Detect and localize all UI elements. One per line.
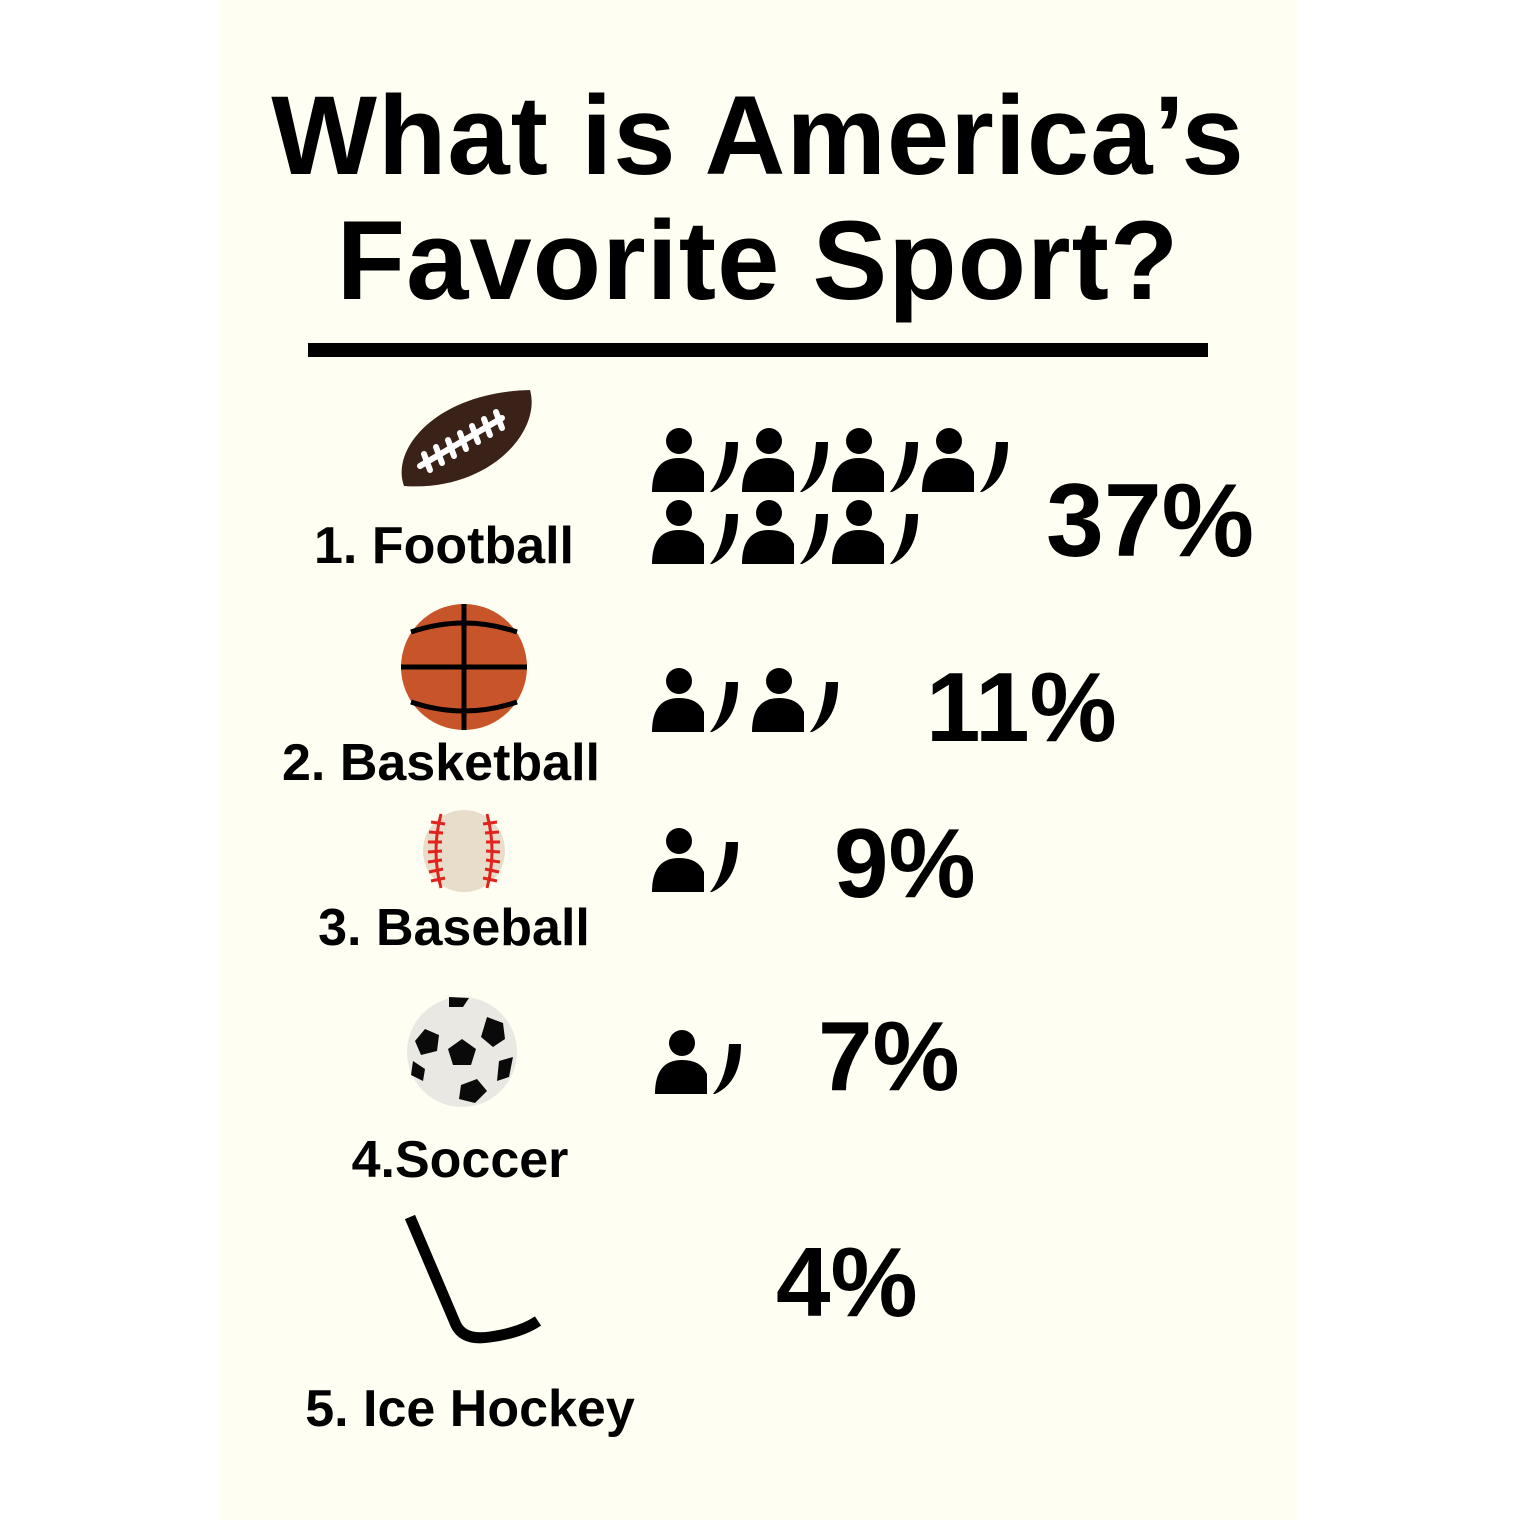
- value-label-football: 37%: [1046, 463, 1255, 579]
- person-mark-4-2: [757, 1030, 792, 1094]
- basketball-icon: [401, 604, 527, 730]
- person-mark-1-2: [742, 428, 828, 492]
- hockey-stick-icon: [404, 1214, 542, 1344]
- person-mark-5-1: [660, 1258, 729, 1322]
- person-mark-4-1: [655, 1030, 741, 1094]
- value-label-ice-hockey: 4%: [776, 1227, 918, 1337]
- category-label-basketball: 2. Basketball: [282, 734, 600, 792]
- soccer-ball-icon: [407, 997, 517, 1107]
- value-label-soccer: 7%: [818, 1001, 960, 1111]
- category-label-baseball: 3. Baseball: [318, 899, 590, 957]
- person-mark-1-6: [742, 500, 828, 564]
- person-mark-3-1: [652, 828, 738, 892]
- person-mark-1-8: [922, 500, 957, 564]
- value-label-basketball: 11%: [926, 652, 1117, 762]
- person-mark-3-2: [752, 828, 821, 892]
- person-mark-2-1: [652, 668, 738, 732]
- person-mark-1-3: [832, 428, 918, 492]
- category-label-soccer: 4.Soccer: [351, 1131, 569, 1189]
- page-title-line-1: What is America’s: [271, 73, 1245, 198]
- baseball-icon: [423, 810, 505, 892]
- person-mark-1-1: [652, 428, 738, 492]
- football-icon: [401, 390, 532, 487]
- person-mark-2-3: [852, 668, 874, 732]
- page-title-line-2: Favorite Sport?: [336, 198, 1180, 323]
- poster-background: [220, 0, 1297, 1520]
- person-mark-1-5: [652, 500, 738, 564]
- value-label-baseball: 9%: [834, 808, 976, 918]
- person-mark-1-7: [832, 500, 918, 564]
- person-mark-2-2: [752, 668, 838, 732]
- category-label-ice-hockey: 5. Ice Hockey: [305, 1380, 635, 1438]
- title-underline: [308, 343, 1208, 357]
- person-mark-1-4: [922, 428, 1008, 492]
- category-label-football: 1. Football: [314, 517, 574, 575]
